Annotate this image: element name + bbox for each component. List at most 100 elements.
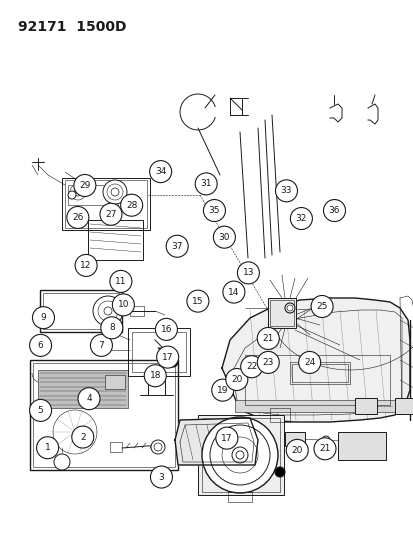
Text: 9: 9 bbox=[40, 313, 46, 322]
Text: 1: 1 bbox=[45, 443, 50, 452]
Circle shape bbox=[222, 281, 244, 303]
Circle shape bbox=[202, 417, 277, 493]
Text: 11: 11 bbox=[115, 277, 126, 286]
Bar bbox=[202, 418, 279, 492]
Polygon shape bbox=[221, 298, 409, 422]
Circle shape bbox=[186, 290, 209, 312]
Circle shape bbox=[211, 379, 233, 401]
Circle shape bbox=[75, 254, 97, 277]
Bar bbox=[337, 432, 385, 460]
Bar bbox=[62, 178, 150, 230]
Circle shape bbox=[78, 387, 100, 410]
Circle shape bbox=[154, 443, 161, 451]
Circle shape bbox=[70, 184, 86, 200]
Bar bbox=[244, 355, 389, 405]
Circle shape bbox=[321, 436, 329, 444]
Text: 37: 37 bbox=[171, 242, 183, 251]
Circle shape bbox=[275, 180, 297, 202]
Text: 18: 18 bbox=[149, 372, 161, 380]
Circle shape bbox=[274, 467, 284, 477]
Bar bbox=[394, 398, 413, 414]
Circle shape bbox=[256, 327, 279, 350]
Text: 14: 14 bbox=[228, 288, 239, 296]
Bar bbox=[33, 363, 175, 467]
Circle shape bbox=[36, 437, 59, 459]
Text: 33: 33 bbox=[280, 187, 292, 195]
Circle shape bbox=[195, 173, 217, 195]
Text: 17: 17 bbox=[161, 353, 173, 361]
Text: 27: 27 bbox=[105, 210, 116, 219]
Text: 20: 20 bbox=[291, 446, 302, 455]
Bar bbox=[130, 306, 144, 316]
Text: 12: 12 bbox=[80, 261, 92, 270]
Bar bbox=[267, 298, 295, 328]
Circle shape bbox=[284, 303, 294, 313]
Circle shape bbox=[90, 334, 112, 357]
Circle shape bbox=[74, 174, 96, 197]
Circle shape bbox=[112, 294, 134, 316]
Circle shape bbox=[213, 226, 235, 248]
Circle shape bbox=[29, 399, 52, 422]
Circle shape bbox=[109, 270, 132, 293]
Circle shape bbox=[235, 451, 243, 459]
Circle shape bbox=[29, 334, 52, 357]
Text: 20: 20 bbox=[230, 375, 242, 384]
Circle shape bbox=[103, 180, 127, 204]
Circle shape bbox=[215, 427, 237, 449]
Circle shape bbox=[32, 306, 55, 329]
Text: 30: 30 bbox=[218, 233, 230, 241]
Text: 31: 31 bbox=[200, 180, 211, 188]
Text: 21: 21 bbox=[318, 445, 330, 453]
Text: 29: 29 bbox=[79, 181, 90, 190]
Text: 19: 19 bbox=[216, 386, 228, 394]
Circle shape bbox=[298, 351, 320, 374]
Text: 4: 4 bbox=[86, 394, 92, 403]
Bar bbox=[228, 492, 252, 502]
Text: 35: 35 bbox=[208, 206, 220, 215]
Circle shape bbox=[150, 466, 172, 488]
Bar bbox=[65, 180, 147, 228]
Text: 32: 32 bbox=[295, 214, 306, 223]
Bar bbox=[354, 398, 376, 414]
Circle shape bbox=[71, 426, 94, 448]
Polygon shape bbox=[175, 418, 257, 465]
Circle shape bbox=[256, 351, 279, 374]
Bar bbox=[128, 328, 190, 376]
Circle shape bbox=[225, 368, 247, 391]
Bar bbox=[269, 408, 289, 422]
Text: 25: 25 bbox=[316, 302, 327, 311]
Circle shape bbox=[203, 199, 225, 222]
Text: 34: 34 bbox=[154, 167, 166, 176]
Circle shape bbox=[144, 365, 166, 387]
Circle shape bbox=[156, 346, 178, 368]
Bar bbox=[289, 362, 349, 384]
Text: 23: 23 bbox=[262, 358, 273, 367]
Circle shape bbox=[313, 438, 335, 460]
Circle shape bbox=[323, 199, 345, 222]
Text: 13: 13 bbox=[242, 269, 254, 277]
Circle shape bbox=[168, 357, 178, 367]
Circle shape bbox=[111, 188, 119, 196]
Circle shape bbox=[209, 425, 269, 485]
Circle shape bbox=[74, 188, 82, 196]
Bar bbox=[110, 442, 122, 452]
Bar bbox=[30, 360, 178, 470]
Circle shape bbox=[66, 206, 89, 229]
Circle shape bbox=[286, 305, 292, 311]
Circle shape bbox=[104, 307, 112, 315]
Text: 8: 8 bbox=[109, 324, 114, 332]
Circle shape bbox=[240, 356, 262, 378]
Bar bbox=[284, 432, 304, 446]
Bar bbox=[269, 300, 293, 326]
Circle shape bbox=[290, 207, 312, 230]
Circle shape bbox=[100, 203, 122, 225]
Circle shape bbox=[54, 454, 70, 470]
Bar bbox=[235, 400, 399, 412]
Circle shape bbox=[68, 191, 76, 199]
Bar bbox=[197, 415, 283, 495]
Circle shape bbox=[149, 160, 171, 183]
Circle shape bbox=[53, 410, 97, 454]
Circle shape bbox=[155, 318, 177, 341]
Bar bbox=[43, 293, 119, 329]
Bar bbox=[105, 375, 125, 389]
